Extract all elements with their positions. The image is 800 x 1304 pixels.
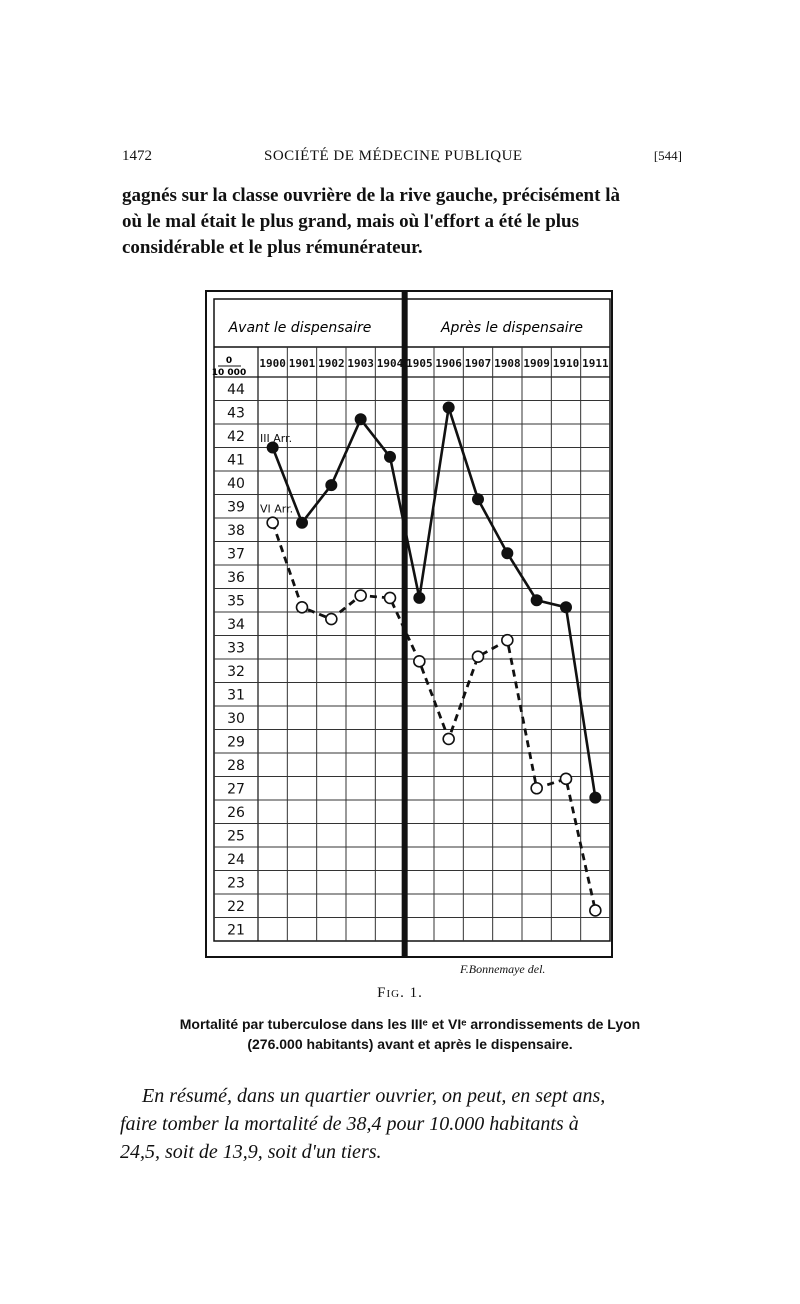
paragraph-line: faire tomber la mortalité de 38,4 pour 1…	[120, 1113, 579, 1135]
data-point-filled	[354, 413, 367, 426]
y-tick-label: 24	[227, 852, 245, 868]
phase-label-after: Après le dispensaire	[440, 320, 583, 336]
data-point-open	[383, 591, 397, 605]
data-point-open	[325, 612, 338, 626]
data-point-filled	[296, 516, 308, 529]
chart-series-labels: III Arr. VI Arr.	[260, 432, 293, 516]
y-tick-label: 34	[227, 617, 245, 633]
outer-frame	[205, 290, 613, 958]
data-point-open	[295, 600, 309, 614]
closing-paragraph: En résumé, dans un quartier ouvrier, on …	[120, 1082, 685, 1166]
section-number: [544]	[653, 148, 682, 163]
chart-svg: Avant le dispensaire Après le dispensair…	[205, 290, 613, 958]
caption-line: Mortalité par tuberculose dans les IIIᵉ …	[179, 1016, 641, 1032]
paragraph-line: où le mal était le plus grand, mais où l…	[122, 211, 580, 232]
chart-ticks: 1900 1901 1902 1903 1904 1905 1906 1907 1908 1909…	[227, 357, 609, 939]
caption-line: (276.000 habitants) avant et après le di…	[247, 1036, 573, 1052]
year-tick-label: 1906	[435, 357, 462, 370]
y-tick-label: 33	[227, 641, 245, 657]
phase-label-before: Avant le dispensaire	[228, 320, 372, 336]
paragraph-line: En résumé, dans un quartier ouvrier, on …	[142, 1085, 606, 1107]
data-point-open	[442, 732, 455, 746]
illustrator-signature: F.Bonnemaye del.	[460, 962, 546, 976]
y-tick-label: 23	[227, 876, 245, 892]
data-point-filled	[472, 493, 484, 506]
paragraph-line: gagnés sur la classe ouvrière de la rive…	[122, 185, 620, 206]
figure-caption: Mortalité par tuberculose dans les IIIᵉ …	[135, 1014, 685, 1054]
year-tick-label: 1904	[377, 357, 404, 370]
series-label: VI Arr.	[260, 502, 293, 515]
year-tick-label: 1910	[553, 357, 580, 370]
year-tick-label: 1902	[318, 357, 345, 370]
y-tick-label: 43	[227, 406, 245, 422]
figure-label: Fig. 1.	[377, 985, 423, 1001]
year-tick-label: 1900	[259, 357, 286, 370]
y-tick-label: 30	[227, 711, 245, 727]
data-point-open	[471, 650, 485, 663]
year-tick-label: 1901	[289, 357, 316, 370]
y-tick-label: 27	[227, 782, 245, 798]
y-tick-label: 39	[227, 500, 245, 516]
y-tick-label: 38	[227, 523, 245, 539]
mortality-chart: Avant le dispensaire Après le dispensair…	[200, 285, 620, 970]
paragraph-line: considérable et le plus rémunérateur.	[122, 237, 423, 258]
data-point-filled	[442, 401, 455, 414]
intro-paragraph: gagnés sur la classe ouvrière de la rive…	[122, 183, 682, 261]
unit-denominator: 10 000	[212, 368, 246, 378]
year-tick-label: 1907	[465, 357, 492, 370]
page-header: 1472 SOCIÉTÉ DE MÉDECINE PUBLIQUE [544]	[122, 148, 682, 170]
running-title: SOCIÉTÉ DE MÉDECINE PUBLIQUE	[264, 148, 523, 164]
y-tick-label: 32	[227, 664, 245, 680]
data-point-filled	[384, 450, 396, 463]
data-point-filled	[530, 594, 543, 607]
year-tick-label: 1911	[582, 357, 609, 370]
y-tick-label: 44	[227, 382, 245, 398]
data-point-open	[354, 589, 367, 602]
year-tick-label: 1905	[406, 357, 433, 370]
data-point-open	[530, 781, 543, 795]
data-point-filled	[325, 479, 338, 492]
data-point-open	[501, 633, 514, 647]
data-point-open	[559, 772, 573, 786]
data-point-open	[413, 655, 426, 668]
data-point-open	[589, 904, 602, 917]
year-tick-label: 1903	[347, 357, 374, 370]
chart-series	[266, 401, 602, 917]
y-tick-label: 28	[227, 758, 245, 774]
data-point-filled	[266, 441, 279, 454]
data-point-filled	[589, 791, 602, 804]
y-tick-label: 35	[227, 594, 245, 610]
data-point-filled	[560, 601, 572, 614]
y-tick-label: 25	[227, 829, 245, 845]
data-point-open	[266, 516, 279, 529]
y-tick-label: 26	[227, 805, 245, 821]
year-tick-label: 1909	[523, 357, 550, 370]
y-tick-label: 21	[227, 923, 245, 939]
data-point-filled	[501, 547, 514, 560]
y-tick-label: 41	[227, 453, 245, 469]
chart-grid	[205, 290, 613, 958]
y-tick-label: 42	[227, 429, 245, 445]
inner-frame	[213, 298, 611, 942]
year-tick-label: 1908	[494, 357, 521, 370]
y-tick-label: 22	[227, 899, 245, 915]
y-tick-label: 40	[227, 476, 245, 492]
series-label: III Arr.	[260, 432, 292, 445]
y-tick-label: 29	[227, 735, 245, 751]
paragraph-line: 24,5, soit de 13,9, soit d'un tiers.	[120, 1141, 382, 1163]
page-number: 1472	[122, 148, 152, 164]
y-tick-label: 37	[227, 547, 245, 563]
y-tick-label: 31	[227, 688, 245, 704]
data-point-filled	[413, 591, 426, 604]
unit-numerator: 0	[226, 356, 232, 366]
y-tick-label: 36	[227, 570, 245, 586]
